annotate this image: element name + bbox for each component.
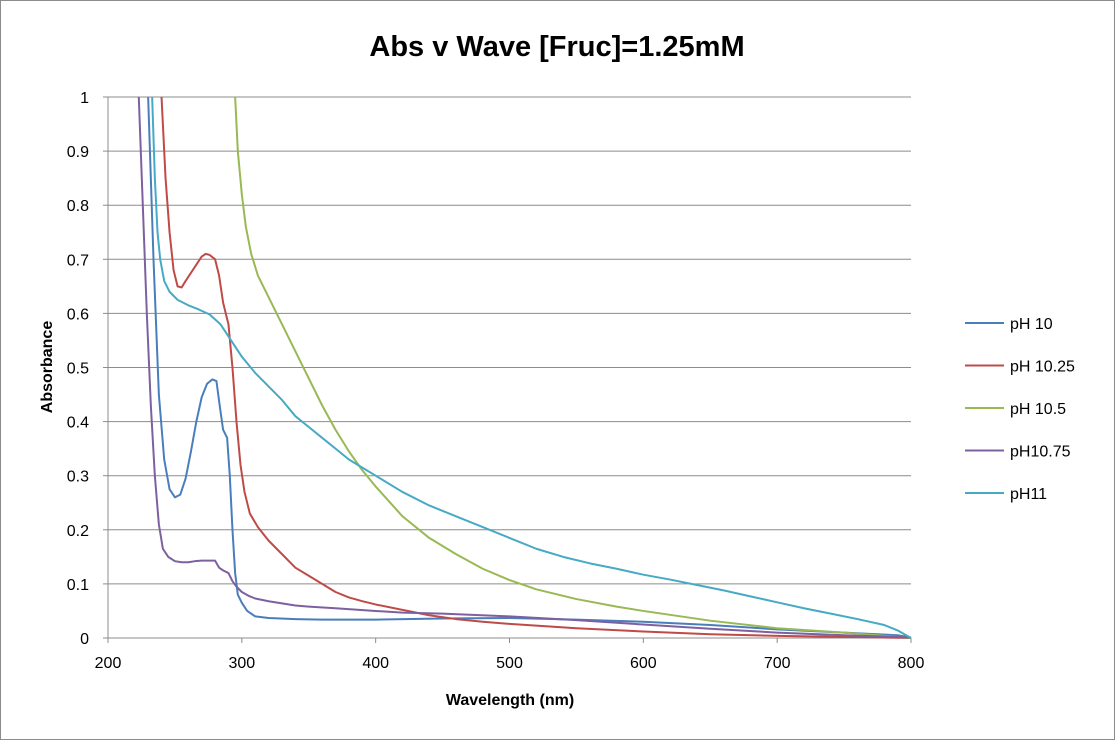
chart-title: Abs v Wave [Fruc]=1.25mM bbox=[369, 31, 744, 63]
x-tick-label: 300 bbox=[228, 655, 255, 672]
y-axis-label: Absorbance bbox=[39, 321, 56, 414]
series-line-3 bbox=[137, 96, 912, 639]
y-tick-label: 0.7 bbox=[67, 252, 89, 269]
y-ticks: 0 0.1 0.2 0.3 0.4 0.5 0.6 0.7 0.8 0.9 1 bbox=[67, 90, 108, 648]
legend-label: pH 10 bbox=[1010, 316, 1053, 333]
legend-label: pH11 bbox=[1010, 486, 1047, 503]
y-tick-label: 0.4 bbox=[67, 415, 89, 432]
x-axis-label: Wavelength (nm) bbox=[446, 692, 574, 709]
x-tick-label: 600 bbox=[630, 655, 657, 672]
y-tick-label: 0.2 bbox=[67, 523, 89, 540]
y-tick-label: 0.1 bbox=[67, 577, 89, 594]
x-tick-label: 800 bbox=[898, 655, 925, 672]
grid bbox=[107, 96, 911, 639]
legend-label: pH10.75 bbox=[1010, 444, 1071, 461]
y-tick-label: 0.8 bbox=[67, 198, 89, 215]
x-tick-label: 200 bbox=[95, 655, 122, 672]
x-ticks: 200 300 400 500 600 700 800 bbox=[95, 638, 925, 672]
series-line-4 bbox=[151, 96, 912, 639]
x-tick-label: 400 bbox=[362, 655, 389, 672]
legend: pH 10 pH 10.25 pH 10.5 pH10.75 pH11 bbox=[965, 316, 1075, 503]
series-line-2 bbox=[234, 96, 912, 639]
y-tick-label: 0.6 bbox=[67, 306, 89, 323]
y-tick-label: 1 bbox=[80, 90, 89, 107]
series-line-1 bbox=[160, 96, 912, 639]
x-tick-label: 700 bbox=[764, 655, 791, 672]
y-tick-label: 0 bbox=[80, 631, 89, 648]
y-tick-label: 0.3 bbox=[67, 469, 89, 486]
y-tick-label: 0.5 bbox=[67, 361, 89, 378]
legend-label: pH 10.5 bbox=[1010, 401, 1066, 418]
y-tick-label: 0.9 bbox=[67, 144, 89, 161]
series-group bbox=[137, 96, 912, 639]
legend-label: pH 10.25 bbox=[1010, 359, 1075, 376]
x-tick-label: 500 bbox=[496, 655, 523, 672]
